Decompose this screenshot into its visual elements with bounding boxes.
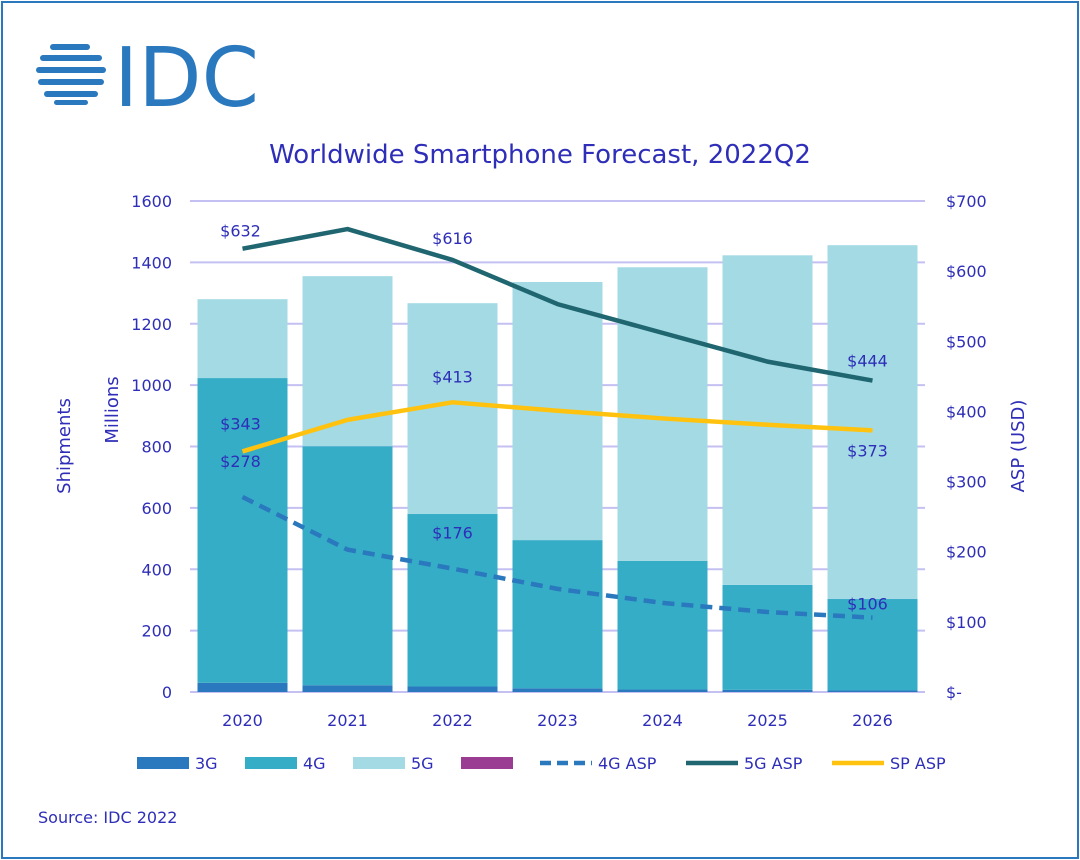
data-label: $616 xyxy=(432,229,473,248)
y2-tick-label: $- xyxy=(946,683,962,702)
bar-4G-2021 xyxy=(302,446,393,686)
bar-4G-2022 xyxy=(407,514,498,687)
bar-3G-2021 xyxy=(302,685,393,692)
y-tick-label: 1600 xyxy=(131,192,172,211)
data-label: $106 xyxy=(847,595,888,614)
y-tick-label: 400 xyxy=(141,560,172,579)
legend-label: SP ASP xyxy=(890,754,946,773)
x-tick-label: 2021 xyxy=(327,711,368,730)
x-tick-label: 2020 xyxy=(222,711,263,730)
data-label: $373 xyxy=(847,441,888,460)
bar-3G-2026 xyxy=(827,690,918,692)
legend-label: 5G ASP xyxy=(744,754,803,773)
y2-tick-label: $700 xyxy=(946,192,987,211)
x-tick-label: 2025 xyxy=(747,711,788,730)
legend-swatch xyxy=(461,757,513,769)
y2-axis-title: ASP (USD) xyxy=(1008,400,1029,493)
bar-3G-2020 xyxy=(197,682,288,692)
y-tick-label: 1400 xyxy=(131,253,172,272)
legend-label: 3G xyxy=(195,754,218,773)
y-axis-title: Shipments xyxy=(54,398,75,494)
bar-3G-2022 xyxy=(407,686,498,692)
x-tick-label: 2023 xyxy=(537,711,578,730)
y2-tick-label: $500 xyxy=(946,332,987,351)
chart-title: Worldwide Smartphone Forecast, 2022Q2 xyxy=(269,140,811,170)
legend-swatch xyxy=(245,757,297,769)
data-label: $444 xyxy=(847,352,888,371)
y-tick-label: 800 xyxy=(141,438,172,457)
bar-3G-2025 xyxy=(722,689,813,692)
y2-tick-label: $200 xyxy=(946,543,987,562)
y2-tick-label: $400 xyxy=(946,402,987,421)
data-label: $343 xyxy=(220,414,261,433)
y-axis-title: Millions xyxy=(102,376,123,443)
data-label: $632 xyxy=(220,222,261,241)
data-label: $278 xyxy=(220,452,261,471)
legend-swatch xyxy=(353,757,405,769)
x-tick-label: 2022 xyxy=(432,711,473,730)
y2-tick-label: $300 xyxy=(946,473,987,492)
y2-tick-label: $100 xyxy=(946,613,987,632)
bar-4G-2023 xyxy=(512,540,603,689)
legend-label: 4G ASP xyxy=(598,754,657,773)
source-note: Source: IDC 2022 xyxy=(38,808,178,827)
bar-5G-2020 xyxy=(197,299,288,379)
y-tick-label: 1000 xyxy=(131,376,172,395)
bar-5G-2025 xyxy=(722,255,813,585)
bar-4G-2020 xyxy=(197,378,288,683)
y-tick-label: 200 xyxy=(141,622,172,641)
bar-3G-2024 xyxy=(617,689,708,692)
y2-tick-label: $600 xyxy=(946,262,987,281)
idc-logo: IDC xyxy=(34,31,264,126)
bar-5G-2026 xyxy=(827,245,918,600)
legend-label: 4G xyxy=(303,754,326,773)
bar-3G-2023 xyxy=(512,688,603,692)
x-tick-label: 2024 xyxy=(642,711,683,730)
x-tick-label: 2026 xyxy=(852,711,893,730)
bar-4G-2024 xyxy=(617,560,708,690)
legend-swatch xyxy=(137,757,189,769)
data-label: $176 xyxy=(432,524,473,543)
legend-label: 5G xyxy=(411,754,434,773)
data-label: $413 xyxy=(432,367,473,386)
y-tick-label: 600 xyxy=(141,499,172,518)
y-tick-label: 1200 xyxy=(131,315,172,334)
bar-4G-2025 xyxy=(722,584,813,690)
y-tick-label: 0 xyxy=(162,683,172,702)
